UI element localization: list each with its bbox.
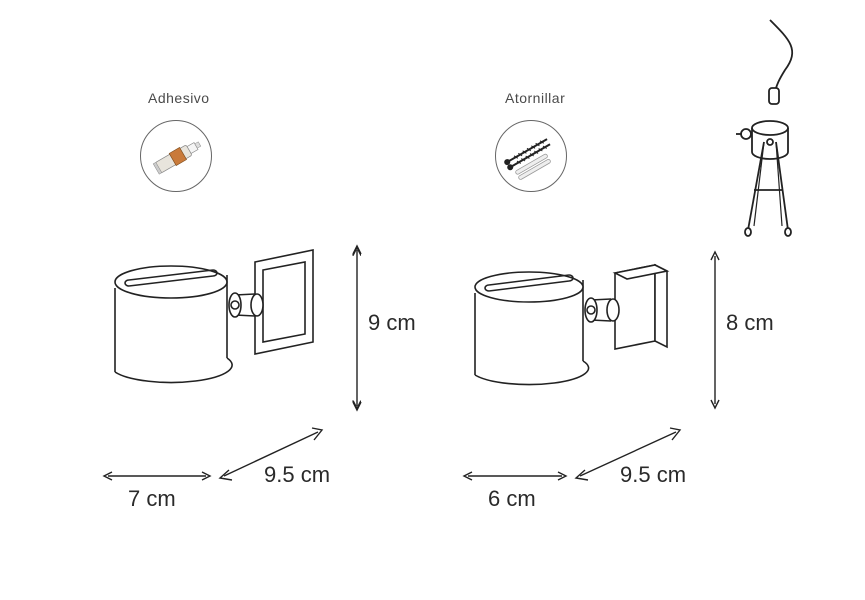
diagram-stage: Adhesivo Atornillar [0, 0, 865, 600]
usage-illustration [0, 0, 865, 600]
